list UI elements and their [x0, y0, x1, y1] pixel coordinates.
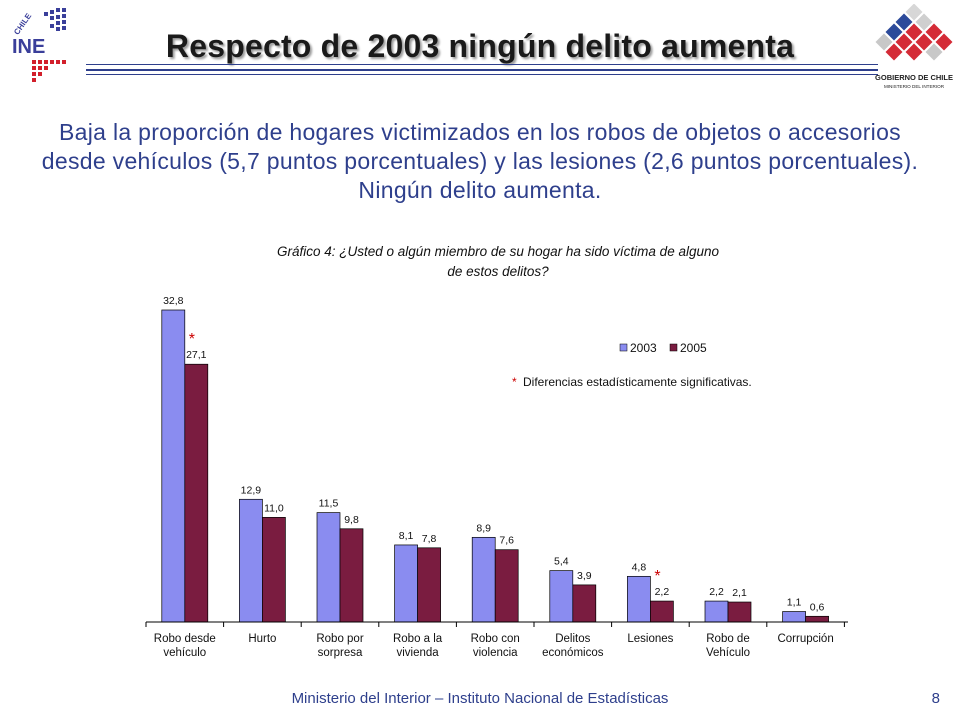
bar-2003	[316, 512, 341, 623]
summary-text: Baja la proporción de hogares victimizad…	[41, 119, 919, 203]
bar-2005	[494, 549, 519, 623]
data-label-2005: 9,8	[344, 514, 359, 526]
category-label: vivienda	[396, 647, 439, 659]
ine-logo-brand: INE	[12, 36, 45, 58]
category-label: Robo por	[316, 633, 363, 645]
data-label-2005: 3,9	[577, 570, 592, 582]
page-number: 8	[931, 690, 940, 707]
header-rule-top	[86, 64, 878, 65]
note-text: Diferencias estadísticamente significati…	[523, 375, 752, 389]
data-label-2005: 2,1	[732, 587, 747, 599]
significance-asterisk: *	[654, 568, 660, 585]
bar-2005	[650, 600, 674, 623]
gov-logo-line1: GOBIERNO DE CHILE	[875, 73, 953, 82]
category-label: vehículo	[163, 647, 206, 659]
bar-2003	[627, 575, 651, 623]
category-label: violencia	[473, 647, 518, 659]
bar-2005	[572, 584, 597, 623]
category-label: Robo a la	[393, 633, 443, 645]
category-label: sorpresa	[318, 647, 363, 659]
bar-2003	[161, 309, 186, 623]
bar-2005	[339, 528, 364, 623]
legend: 2003 2005	[619, 341, 707, 355]
footer-text: Ministerio del Interior – Instituto Naci…	[291, 690, 669, 707]
data-label-2005: 7,6	[499, 535, 514, 547]
bar-2005	[262, 517, 286, 623]
data-label-2003: 5,4	[554, 556, 569, 568]
gov-logo-line2: MINISTERIO DEL INTERIOR	[884, 84, 945, 89]
ine-logo-icon: CHILE INE	[12, 8, 66, 82]
data-label-2003: 8,9	[476, 522, 491, 534]
legend-label-2005: 2005	[680, 341, 707, 355]
chart-plot-area: 32,8 27,1 Robo desde vehículo * 12,911,0 Hurto…	[145, 295, 845, 659]
bar-2003	[782, 611, 806, 623]
legend-label-2003: 2003	[630, 341, 657, 355]
bar-2003	[394, 544, 418, 623]
data-label-2003: 12,9	[241, 484, 262, 496]
data-label-2005: 7,8	[422, 533, 437, 545]
page-title: Respecto de 2003 ningún delito aumenta	[165, 28, 795, 64]
bar-2005	[727, 601, 752, 623]
category-label: económicos	[542, 647, 604, 659]
data-label-2005: 11,0	[264, 502, 284, 514]
gobierno-de-chile-logo-icon: GOBIERNO DE CHILE MINISTERIO DEL INTERIO…	[875, 4, 953, 89]
category-label: Hurto	[248, 633, 276, 645]
header-rule-bottom	[86, 74, 878, 75]
category-label: Robo de	[706, 633, 749, 645]
data-label-2003: 2,2	[709, 586, 724, 598]
data-label-2003: 32,8	[163, 295, 184, 307]
data-label-2003: 11,5	[319, 498, 339, 510]
bar-2003	[239, 498, 263, 623]
bar-2005	[805, 615, 829, 623]
legend-swatch-2003	[619, 343, 628, 352]
category-label: Lesiones	[627, 633, 673, 645]
ine-red-dots	[32, 60, 66, 82]
category-label: Robo desde	[154, 633, 216, 645]
bar-2003	[704, 600, 729, 623]
note-asterisk: *	[512, 375, 517, 389]
category-label: Vehículo	[706, 647, 750, 659]
bar-2003	[549, 570, 574, 623]
category-label: Robo con	[471, 633, 520, 645]
data-label-2005: 2,2	[655, 586, 670, 598]
category-label: Corrupción	[777, 633, 833, 645]
header-rule-thick	[86, 69, 878, 71]
data-label-2003: 4,8	[632, 561, 647, 573]
bar-2005	[417, 547, 441, 623]
significance-asterisk: *	[189, 331, 195, 348]
data-label-2005: 0,6	[810, 601, 825, 613]
bar-2003	[471, 536, 496, 623]
data-label-2003: 1,1	[787, 597, 802, 609]
category-label: Delitos	[555, 633, 590, 645]
chart-title-line1: Gráfico 4: ¿Usted o algún miembro de su …	[277, 244, 719, 259]
significance-note: * Diferencias estadísticamente significa…	[512, 375, 752, 389]
chart-title-line2: de estos delitos?	[447, 264, 549, 279]
data-label-2005: 27,1	[186, 349, 207, 361]
ine-dot-grid	[44, 8, 66, 31]
data-label-2003: 8,1	[399, 530, 414, 542]
legend-swatch-2005	[669, 343, 678, 352]
bar-2005	[184, 363, 209, 623]
gov-diamond-mosaic	[875, 4, 953, 61]
